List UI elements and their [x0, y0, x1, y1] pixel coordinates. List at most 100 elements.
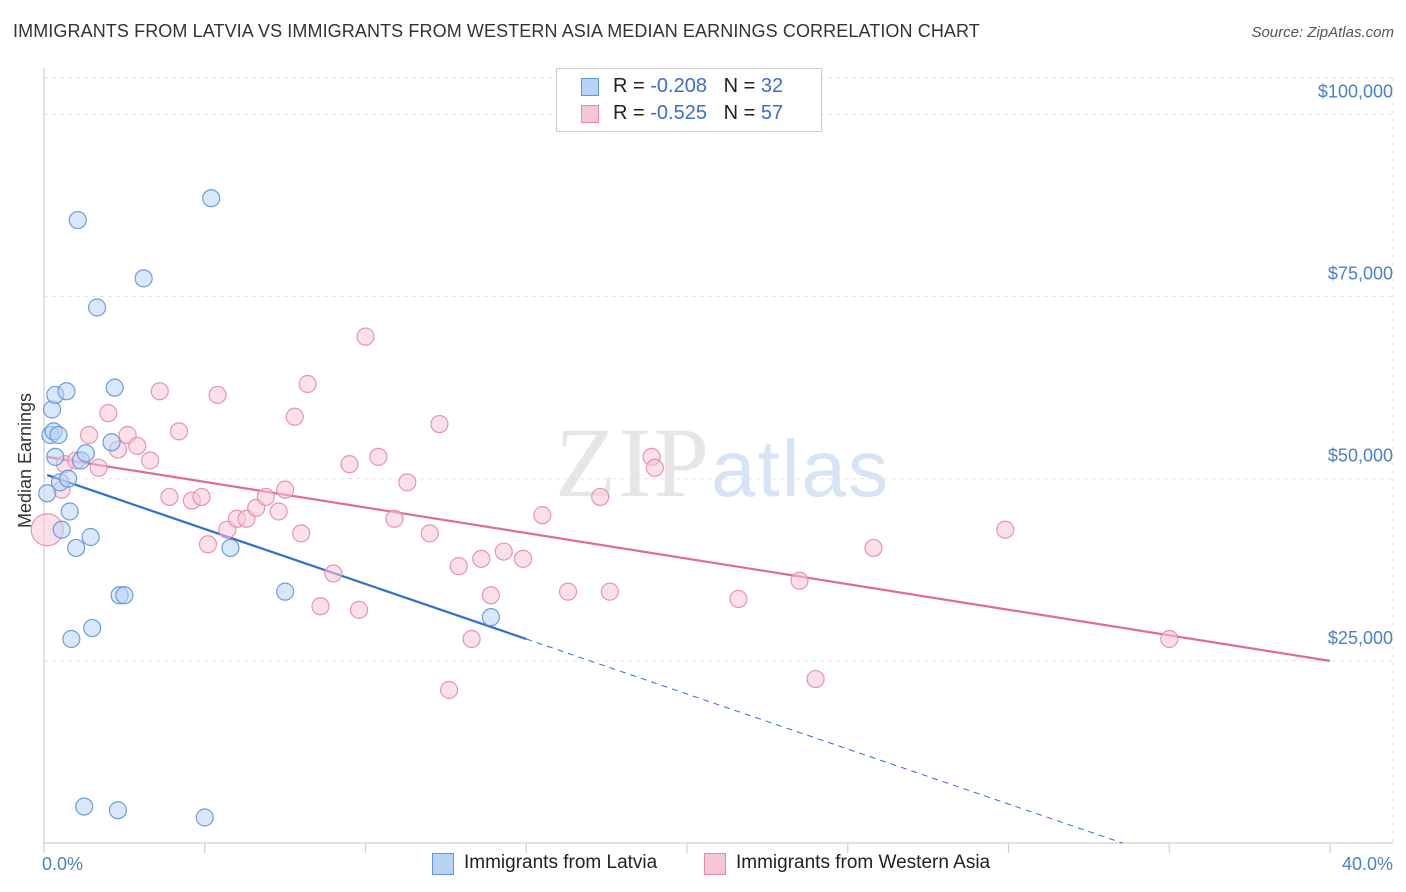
point-western-asia: [645, 458, 664, 477]
bottom-legend-swatch-western-asia: [704, 853, 726, 875]
point-western-asia: [398, 473, 417, 492]
point-western-asia: [481, 586, 500, 605]
point-western-asia: [494, 542, 513, 561]
n-value: 57: [760, 102, 784, 124]
point-western-asia: [591, 487, 610, 507]
point-latvia: [87, 298, 107, 317]
point-western-asia: [472, 549, 491, 568]
axes: [43, 68, 1393, 853]
point-western-asia: [349, 600, 369, 619]
point-western-asia: [729, 589, 748, 609]
x-tick-label: 0.0%: [42, 854, 83, 874]
point-latvia: [108, 801, 128, 820]
point-western-asia: [79, 425, 99, 445]
point-latvia: [481, 608, 500, 627]
point-western-asia: [806, 669, 825, 689]
point-western-asia: [269, 502, 288, 521]
watermark-zip: ZIP: [555, 407, 711, 518]
y-tick-label: $50,000: [1328, 446, 1393, 466]
point-western-asia: [311, 597, 330, 616]
point-latvia: [68, 210, 87, 230]
point-western-asia: [324, 564, 343, 583]
r-value: -0.208: [650, 75, 707, 97]
bottom-legend-label-western-asia: Immigrants from Western Asia: [736, 852, 991, 873]
n-label: N =: [723, 75, 761, 97]
point-western-asia: [449, 557, 468, 576]
point-western-asia: [996, 520, 1015, 539]
y-tick-label: $100,000: [1318, 81, 1393, 101]
watermark: ZIPatlas: [555, 405, 890, 520]
point-latvia: [38, 484, 57, 503]
point-latvia: [105, 378, 124, 397]
point-latvia: [83, 618, 102, 638]
point-western-asia: [276, 480, 295, 499]
legend-text-latvia: R = -0.208 N = 32: [613, 75, 783, 98]
r-label: R =: [613, 75, 651, 97]
point-latvia: [46, 447, 65, 466]
point-latvia: [67, 538, 86, 558]
point-western-asia: [150, 382, 169, 401]
point-western-asia: [89, 458, 108, 477]
point-western-asia: [298, 374, 317, 394]
source-credit: Source: ZipAtlas.com: [1251, 24, 1394, 41]
tick-labels: $25,000 $50,000 $75,000 $100,000 0.0% 40.0% Me…: [15, 81, 1393, 874]
point-western-asia: [192, 487, 211, 507]
legend-text-western-asia: R = -0.525 N = 57: [613, 102, 783, 125]
bottom-legend-label-latvia: Immigrants from Latvia: [464, 852, 658, 873]
point-western-asia: [600, 582, 619, 601]
x-tick-label: 40.0%: [1342, 854, 1393, 874]
point-western-asia: [864, 538, 883, 558]
point-western-asia: [128, 436, 147, 456]
point-western-asia: [208, 385, 227, 405]
point-western-asia: [285, 407, 304, 426]
point-western-asia: [513, 549, 533, 568]
trend-line-western-asia: [47, 455, 1331, 662]
point-western-asia: [1160, 629, 1179, 649]
point-latvia: [115, 586, 134, 605]
data-points: [30, 189, 1179, 827]
point-latvia: [221, 538, 240, 558]
point-western-asia: [292, 524, 311, 543]
y-axis-title: Median Earnings: [15, 393, 35, 528]
bottom-legend-swatch-latvia: [432, 853, 454, 875]
y-tick-label: $25,000: [1328, 628, 1393, 648]
legend-swatch-western-asia: [581, 105, 599, 123]
point-western-asia: [420, 524, 439, 543]
y-tick-label: $75,000: [1328, 264, 1393, 284]
r-label: R =: [613, 102, 651, 124]
point-western-asia: [533, 506, 552, 525]
point-latvia: [75, 797, 94, 816]
watermark-atlas: atlas: [711, 424, 890, 513]
point-latvia: [60, 502, 79, 521]
point-latvia: [57, 382, 76, 401]
trend-line-latvia: [46, 474, 527, 641]
n-label: N =: [723, 102, 761, 124]
point-western-asia: [369, 447, 388, 466]
point-western-asia: [356, 327, 375, 346]
point-western-asia: [462, 629, 481, 649]
point-latvia: [134, 269, 153, 288]
point-latvia: [195, 808, 214, 827]
legend-swatch-latvia: [581, 78, 599, 96]
point-latvia: [76, 444, 95, 463]
point-western-asia: [439, 680, 459, 700]
point-latvia: [59, 469, 78, 488]
point-western-asia: [160, 487, 179, 507]
point-latvia: [52, 520, 71, 539]
stats-legend: R = -0.208 N = 32 R = -0.525 N = 57: [556, 68, 822, 132]
point-western-asia: [430, 414, 449, 434]
point-western-asia: [558, 582, 578, 601]
trend-line-latvia-extension: [526, 638, 1123, 844]
point-latvia: [202, 189, 221, 208]
point-western-asia: [256, 487, 275, 507]
point-western-asia: [340, 455, 359, 474]
point-western-asia: [198, 535, 218, 554]
point-western-asia: [140, 451, 160, 470]
point-western-asia: [99, 404, 118, 423]
point-latvia: [49, 425, 68, 445]
point-latvia: [102, 433, 121, 452]
point-western-asia: [385, 509, 404, 528]
n-value: 32: [760, 75, 784, 97]
point-western-asia: [790, 571, 809, 590]
